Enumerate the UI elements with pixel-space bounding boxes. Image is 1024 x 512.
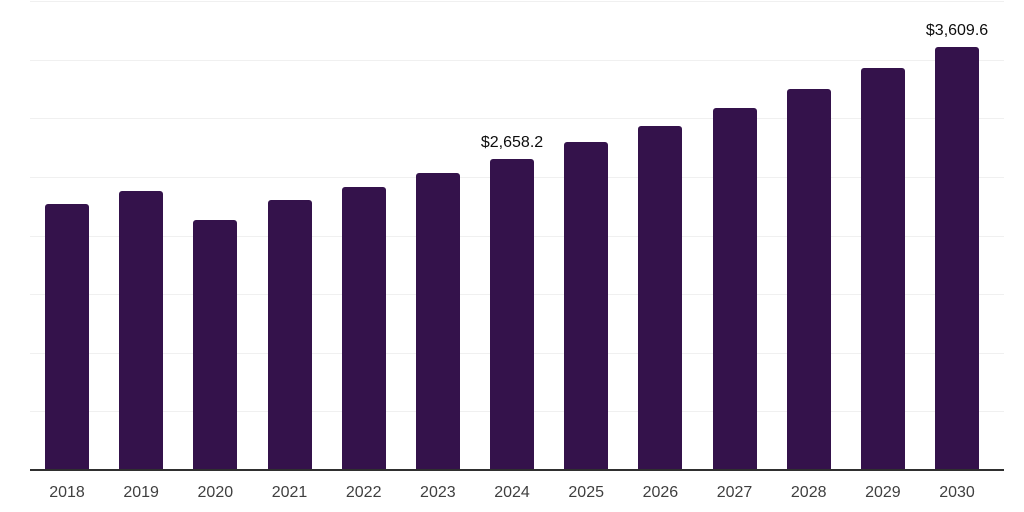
value-label-2030: $3,609.6 bbox=[925, 22, 989, 40]
bar-2018[interactable] bbox=[45, 203, 89, 470]
x-tick-2022: 2022 bbox=[345, 484, 382, 501]
bar-2029[interactable] bbox=[860, 67, 905, 470]
bar-2022[interactable] bbox=[341, 186, 386, 470]
x-tick-2030: 2030 bbox=[939, 484, 975, 501]
bar-2019[interactable] bbox=[119, 191, 164, 470]
bar-2025[interactable] bbox=[564, 141, 609, 470]
bar-2021[interactable] bbox=[267, 200, 312, 470]
gridline bbox=[30, 1, 1004, 2]
gridline bbox=[30, 118, 1004, 120]
x-tick-2024: 2024 bbox=[494, 484, 530, 501]
bar-2020[interactable] bbox=[193, 219, 238, 470]
gridline bbox=[30, 59, 1004, 61]
x-tick-2019: 2019 bbox=[123, 484, 159, 501]
value-label-2024: $2,658.2 bbox=[480, 133, 544, 151]
bar-2028[interactable] bbox=[786, 88, 831, 470]
bar-2030[interactable] bbox=[935, 47, 980, 470]
bar-2026[interactable] bbox=[638, 125, 683, 470]
x-tick-2029: 2029 bbox=[865, 484, 901, 501]
x-tick-2023: 2023 bbox=[420, 484, 456, 501]
bar-2024[interactable] bbox=[490, 158, 535, 470]
bar-2023[interactable] bbox=[415, 173, 460, 470]
x-tick-2025: 2025 bbox=[568, 484, 604, 501]
x-tick-2021: 2021 bbox=[271, 484, 308, 501]
bar-2027[interactable] bbox=[712, 107, 757, 470]
x-tick-2020: 2020 bbox=[197, 484, 234, 501]
x-tick-2027: 2027 bbox=[716, 484, 753, 501]
x-tick-2018: 2018 bbox=[49, 484, 85, 501]
x-tick-2026: 2026 bbox=[642, 484, 679, 501]
x-tick-2028: 2028 bbox=[790, 484, 827, 501]
x-axis-line bbox=[30, 469, 1004, 471]
